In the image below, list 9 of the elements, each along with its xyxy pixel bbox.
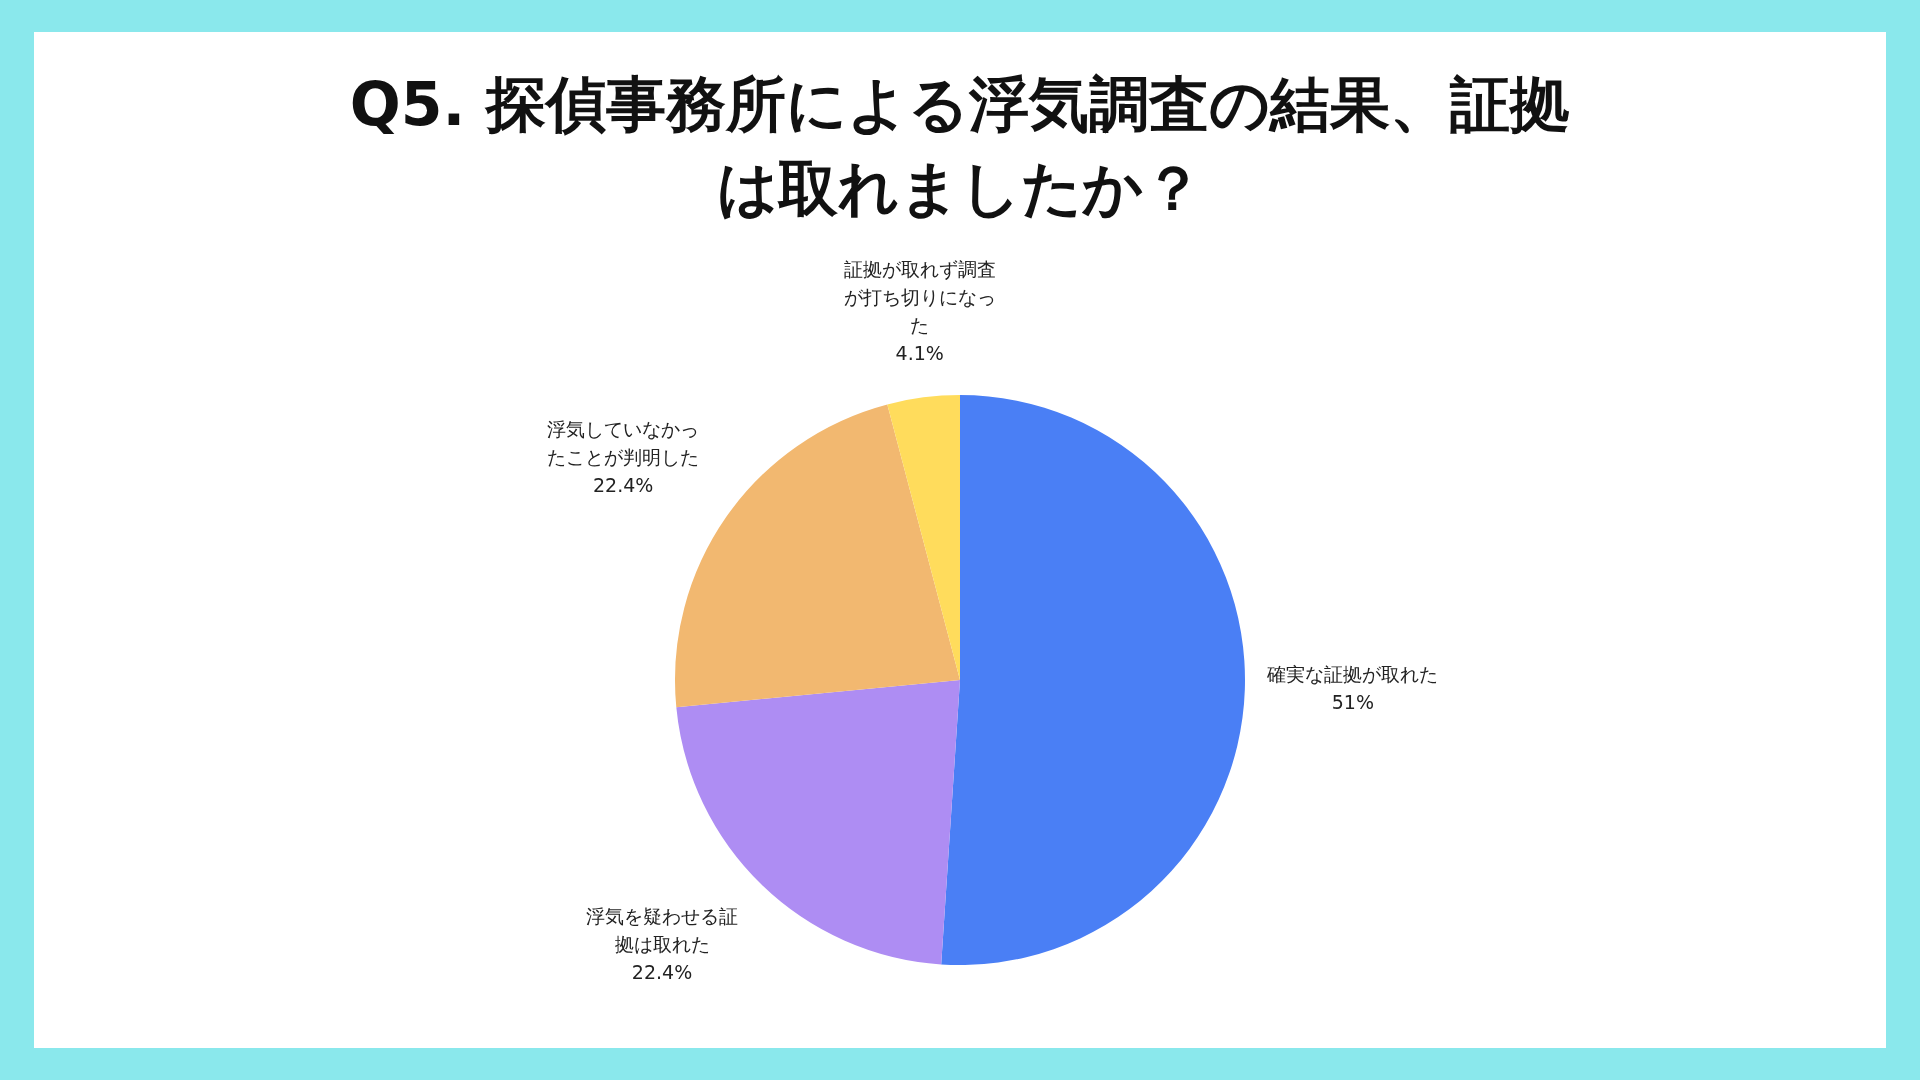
slice-label: 確実な証拠が取れた <box>1266 662 1439 685</box>
data-label: 22.4% <box>593 473 654 496</box>
slice-label: 浮気していなかったことが判明した <box>547 417 700 468</box>
data-label: 22.4% <box>631 961 693 984</box>
slice-label: 浮気を疑わせる証拠は取れた <box>586 905 739 956</box>
data-label: 4.1% <box>895 342 944 365</box>
data-label: 51% <box>1331 690 1374 713</box>
chart-title: Q5. 探偵事務所による浮気調査の結果、証拠は取れましたか？ <box>348 68 1572 225</box>
slice-label: 証拠が取れず調査が打ち切りになった <box>843 258 996 337</box>
